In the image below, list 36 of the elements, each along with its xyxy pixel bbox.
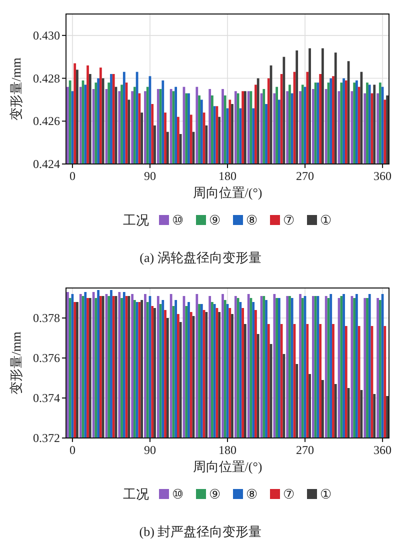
legend-label: ① xyxy=(320,486,332,502)
legend-label: ⑧ xyxy=(246,212,258,228)
x-tick-label: 360 xyxy=(374,443,392,457)
y-tick-label: 0.372 xyxy=(33,431,60,445)
legend-title: 工况 xyxy=(123,212,149,228)
text: (b) 封严盘径向变形量 xyxy=(139,524,262,539)
y-tick-label: 0.430 xyxy=(33,28,60,42)
x-tick-label: 360 xyxy=(374,169,392,183)
legend-label: ⑨ xyxy=(209,212,221,228)
x-tick-label: 90 xyxy=(144,443,156,457)
legend-label: ⑩ xyxy=(172,486,184,502)
legend-label: ⑦ xyxy=(283,486,295,502)
legend-label: ⑧ xyxy=(246,486,258,502)
y-tick-label: 0.424 xyxy=(33,157,60,171)
y-tick-label: 0.428 xyxy=(33,71,60,86)
x-tick-label: 180 xyxy=(218,443,236,457)
y-tick-label: 0.376 xyxy=(33,351,60,365)
legend-label: ⑦ xyxy=(283,212,295,228)
legend-label: ① xyxy=(320,212,332,228)
y-axis-title: 变形量/mm xyxy=(8,58,24,120)
legend-title: 工况 xyxy=(123,486,149,502)
x-tick-label: 180 xyxy=(218,169,236,183)
x-tick-label: 90 xyxy=(144,169,156,183)
x-axis-title: 周向位置/(°) xyxy=(192,185,262,200)
y-tick-label: 0.374 xyxy=(33,391,60,405)
legend-label: ⑩ xyxy=(172,212,184,228)
y-tick-label: 0.378 xyxy=(33,311,60,325)
x-tick-label: 270 xyxy=(296,443,314,457)
x-tick-label: 0 xyxy=(69,169,76,183)
x-axis-title: 周向位置/(°) xyxy=(192,459,262,474)
y-tick-label: 0.426 xyxy=(33,114,60,128)
text: (a) 涡轮盘径向变形量 xyxy=(140,250,262,265)
legend-label: ⑨ xyxy=(209,486,221,502)
x-tick-label: 270 xyxy=(296,169,314,183)
y-axis-title: 变形量/mm xyxy=(8,332,24,394)
x-tick-label: 0 xyxy=(69,443,76,457)
